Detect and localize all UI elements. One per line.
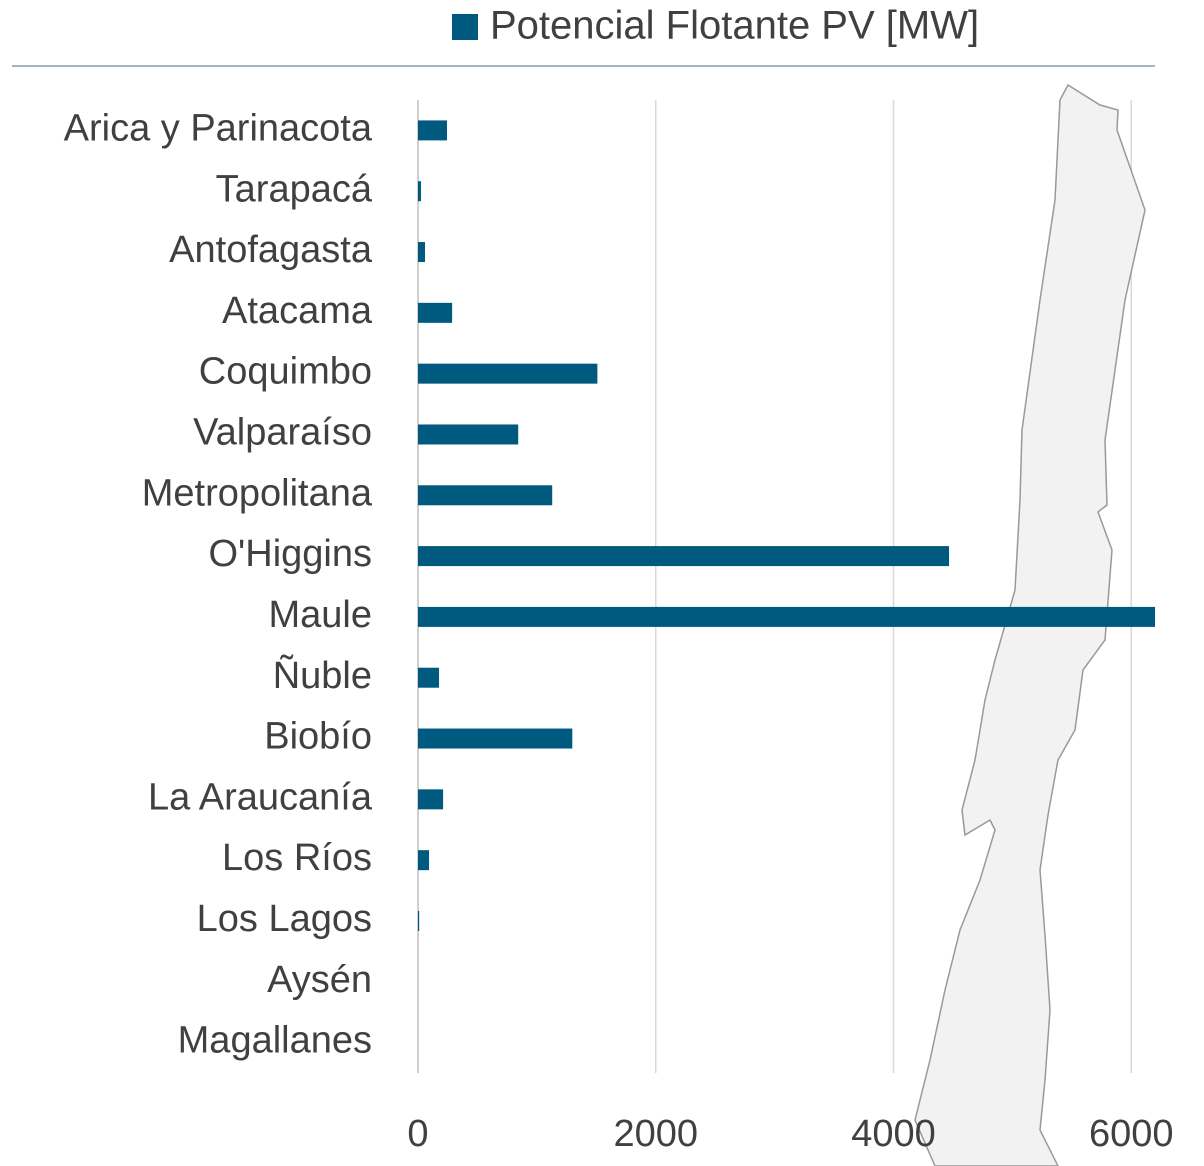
bar [418,667,440,688]
y-tick-label: Magallanes [178,1020,372,1062]
bar [418,728,573,749]
x-tick-label: 0 [407,1113,428,1155]
x-tick-label: 2000 [613,1113,698,1155]
bar [418,181,421,202]
legend-swatch [452,14,478,40]
bar [418,363,598,384]
x-tick-label: 4000 [851,1113,936,1155]
x-tick-label: 6000 [1089,1113,1174,1155]
y-tick-label: Los Ríos [222,837,372,879]
y-tick-label: Arica y Parinacota [64,107,373,149]
y-tick-label: Los Lagos [197,898,372,940]
bar [418,120,448,141]
bar [418,910,420,931]
y-tick-label: La Araucanía [148,776,373,818]
y-tick-label: Valparaíso [193,412,372,454]
bar [418,606,1155,627]
y-tick-label: Metropolitana [142,472,373,514]
bar [418,424,519,445]
bar [418,485,553,506]
bar [418,789,444,810]
y-tick-label: Ñuble [273,654,372,697]
y-tick-label: O'Higgins [208,533,372,575]
y-tick-label: Biobío [264,716,372,758]
y-tick-label: Tarapacá [216,168,373,210]
bar [418,546,949,567]
bar [418,302,453,323]
y-tick-label: Maule [269,594,373,636]
y-tick-label: Coquimbo [199,351,372,393]
y-tick-label: Antofagasta [169,229,373,271]
y-tick-label: Aysén [267,959,372,1001]
bar [418,850,430,871]
legend-label: Potencial Flotante PV [MW] [490,4,979,48]
bar [418,242,426,263]
y-tick-label: Atacama [222,290,373,332]
